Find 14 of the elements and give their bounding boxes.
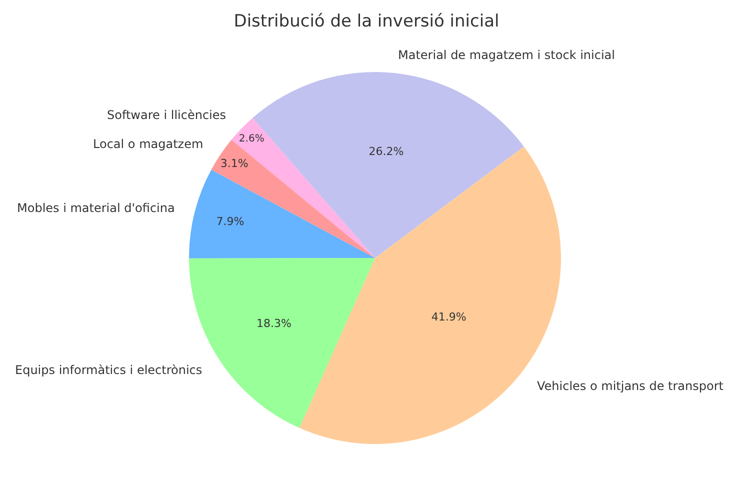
slice-label: Vehicles o mitjans de transport (537, 379, 724, 393)
slice-label: Material de magatzem i stock inicial (398, 48, 615, 62)
data-label: 41.9% (431, 310, 466, 324)
pie-slice (189, 170, 375, 258)
data-label: 26.2% (368, 144, 404, 158)
data-label: 18.3% (256, 317, 292, 330)
slice-label: Software i llicències (107, 108, 226, 122)
chart-title: Distribució de la inversió inicial (234, 12, 500, 32)
data-label: 3.1% (220, 156, 248, 170)
data-label: 2.6% (238, 133, 264, 144)
slice-label: Local o magatzem (93, 137, 204, 151)
data-label: 7.9% (216, 215, 244, 228)
slice-label: Mobles i material d'oficina (17, 201, 175, 215)
slice-label: Equips informàtics i electrònics (15, 363, 202, 377)
